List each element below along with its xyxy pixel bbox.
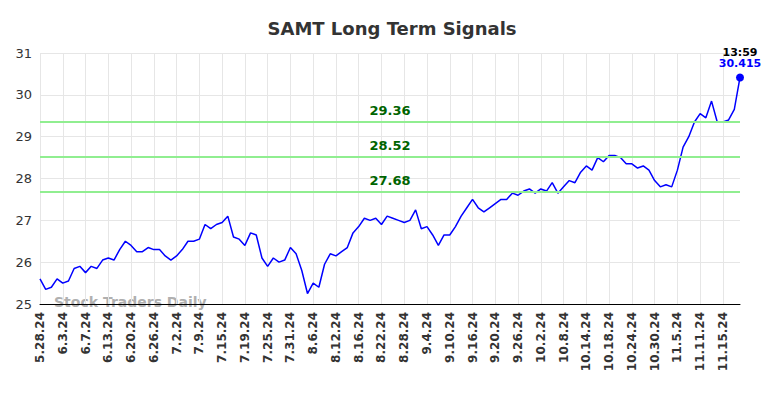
svg-text:11.5.24: 11.5.24 bbox=[670, 312, 684, 363]
svg-text:7.25.24: 7.25.24 bbox=[261, 312, 275, 363]
svg-text:28: 28 bbox=[15, 171, 32, 186]
svg-text:7.19.24: 7.19.24 bbox=[238, 312, 252, 363]
svg-text:7.15.24: 7.15.24 bbox=[215, 312, 229, 363]
svg-text:31: 31 bbox=[15, 46, 32, 61]
svg-text:5.28.24: 5.28.24 bbox=[33, 312, 47, 363]
svg-text:10.14.24: 10.14.24 bbox=[579, 312, 593, 371]
svg-text:9.4.24: 9.4.24 bbox=[420, 312, 434, 355]
svg-text:7.2.24: 7.2.24 bbox=[170, 312, 184, 355]
svg-text:7.9.24: 7.9.24 bbox=[192, 312, 206, 355]
svg-text:30.415: 30.415 bbox=[719, 57, 761, 70]
svg-text:7.31.24: 7.31.24 bbox=[283, 312, 297, 363]
svg-text:10.2.24: 10.2.24 bbox=[534, 312, 548, 363]
svg-text:11.11.24: 11.11.24 bbox=[693, 312, 707, 371]
svg-text:10.24.24: 10.24.24 bbox=[625, 312, 639, 371]
svg-text:13:59: 13:59 bbox=[722, 46, 758, 60]
svg-text:8.28.24: 8.28.24 bbox=[397, 312, 411, 363]
svg-text:8.12.24: 8.12.24 bbox=[329, 312, 343, 363]
svg-text:10.30.24: 10.30.24 bbox=[648, 312, 662, 371]
svg-text:11.15.24: 11.15.24 bbox=[716, 312, 730, 371]
svg-text:25: 25 bbox=[15, 297, 32, 312]
svg-text:10.18.24: 10.18.24 bbox=[602, 312, 616, 371]
svg-text:6.13.24: 6.13.24 bbox=[101, 312, 115, 363]
svg-text:26: 26 bbox=[15, 255, 32, 270]
svg-text:6.7.24: 6.7.24 bbox=[79, 312, 93, 355]
svg-text:29: 29 bbox=[15, 129, 32, 144]
svg-text:9.20.24: 9.20.24 bbox=[488, 312, 502, 363]
svg-text:8.16.24: 8.16.24 bbox=[352, 312, 366, 363]
svg-text:8.6.24: 8.6.24 bbox=[306, 312, 320, 355]
svg-text:10.8.24: 10.8.24 bbox=[557, 312, 571, 363]
svg-text:29.36: 29.36 bbox=[369, 103, 410, 118]
svg-text:Stock Traders Daily: Stock Traders Daily bbox=[54, 294, 207, 310]
svg-text:27.68: 27.68 bbox=[369, 173, 410, 188]
svg-text:6.26.24: 6.26.24 bbox=[147, 312, 161, 363]
svg-text:30: 30 bbox=[15, 87, 32, 102]
svg-text:28.52: 28.52 bbox=[369, 138, 410, 153]
svg-text:9.26.24: 9.26.24 bbox=[511, 312, 525, 363]
svg-text:SAMT Long Term Signals: SAMT Long Term Signals bbox=[267, 18, 516, 39]
svg-text:6.3.24: 6.3.24 bbox=[56, 312, 70, 355]
svg-text:9.10.24: 9.10.24 bbox=[443, 312, 457, 363]
svg-text:8.22.24: 8.22.24 bbox=[374, 312, 388, 363]
svg-text:6.20.24: 6.20.24 bbox=[124, 312, 138, 363]
svg-text:27: 27 bbox=[15, 213, 32, 228]
svg-text:9.16.24: 9.16.24 bbox=[466, 312, 480, 363]
